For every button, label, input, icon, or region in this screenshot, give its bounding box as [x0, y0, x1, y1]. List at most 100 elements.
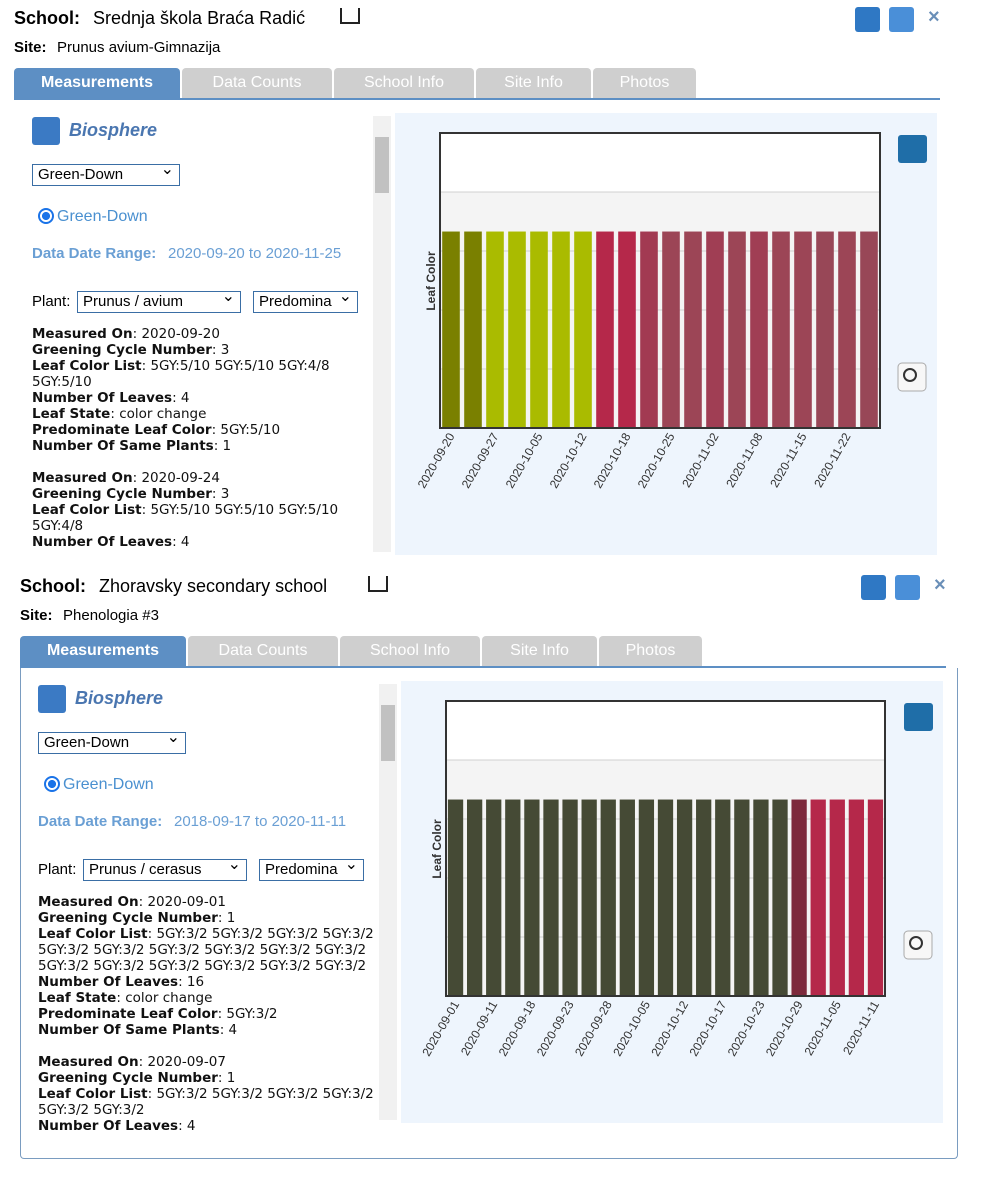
record-field: Greening Cycle Number: 1: [38, 910, 236, 926]
field-value: 1: [226, 1070, 236, 1086]
protocol-select[interactable]: Green-Down: [32, 164, 180, 186]
record-field: Measured On: 2020-09-20: [32, 326, 220, 342]
records-viewport: Measured On: 2020-09-20 Greening Cycle Nu…: [0, 0, 372, 552]
record-field: Number Of Leaves: 4: [38, 1118, 196, 1134]
tab[interactable]: Site Info: [482, 636, 597, 666]
tab-rule: [20, 666, 946, 668]
table-button[interactable]: [904, 703, 933, 731]
link-button[interactable]: [889, 7, 914, 32]
field-label: Leaf Color List: [32, 502, 142, 518]
x-tick-label: 2020-10-17: [687, 998, 730, 1058]
x-tick-label: 2020-10-29: [763, 998, 806, 1058]
plant-select[interactable]: Prunus / cerasus: [83, 859, 247, 881]
tab[interactable]: School Info: [340, 636, 480, 666]
record-field: Leaf Color List: 5GY:3/2 5GY:3/2 5GY:3/2…: [38, 926, 374, 974]
bar: [464, 231, 482, 428]
zoom-glass: [909, 936, 923, 950]
y-axis-label: Leaf Color: [430, 819, 444, 879]
record-field: Measured On: 2020-09-01: [38, 894, 226, 910]
zoom-button[interactable]: [897, 362, 927, 392]
bar: [466, 799, 483, 996]
bar: [447, 799, 464, 996]
field-value: 2020-09-20: [141, 326, 220, 342]
school-panel: School: Zhoravsky secondary school Site: Ph…: [6, 568, 966, 1159]
field-value: 4: [180, 390, 190, 406]
record-field: Greening Cycle Number: 3: [32, 486, 230, 502]
plot-border: [439, 132, 881, 429]
scrollbar[interactable]: [379, 684, 397, 1120]
plant-label: Plant:: [32, 293, 71, 310]
scroll-thumb[interactable]: [375, 137, 389, 193]
x-tick-label: 2020-11-11: [840, 998, 882, 1057]
share-button[interactable]: [861, 575, 886, 600]
x-tick-label: 2020-09-11: [458, 998, 501, 1058]
tab-rule: [14, 98, 940, 100]
date-range: 2020-09-20 to 2020-11-25: [168, 245, 342, 262]
tab[interactable]: Photos: [593, 68, 696, 98]
chart: 2020-09-012020-09-112020-09-182020-09-23…: [401, 681, 943, 1123]
field-value: 5GY:5/10 5GY:5/10 5GY:4/8 5GY:5/10: [32, 358, 330, 390]
bar: [618, 231, 636, 428]
radio[interactable]: [44, 776, 60, 792]
external-link[interactable]: [368, 576, 388, 592]
tab[interactable]: Data Counts: [182, 68, 332, 98]
plot-border: [445, 700, 886, 997]
x-tick-label: 2020-09-18: [496, 998, 539, 1058]
tab[interactable]: Measurements: [14, 68, 180, 98]
protocol-title: Biosphere: [69, 120, 158, 140]
record-field: Leaf State: color change: [32, 406, 207, 422]
share-button[interactable]: [855, 7, 880, 32]
date-range: 2018-09-17 to 2020-11-11: [174, 813, 347, 830]
record-field: Number Of Same Plants: 1: [32, 438, 232, 454]
plant-select[interactable]: Prunus / avium: [77, 291, 241, 313]
radio[interactable]: [38, 208, 54, 224]
bar: [530, 231, 548, 428]
close-button[interactable]: ×: [928, 6, 940, 28]
bar: [486, 231, 504, 428]
close-button[interactable]: ×: [934, 574, 946, 596]
y-axis-label: Leaf Color: [424, 251, 438, 311]
field-value: 2020-09-01: [147, 894, 226, 910]
zoom-button[interactable]: [903, 930, 933, 960]
bar: [696, 799, 712, 996]
field-value: 4: [228, 1022, 238, 1038]
bar: [562, 799, 578, 996]
tab[interactable]: Site Info: [476, 68, 591, 98]
school-name: Zhoravsky secondary school: [99, 576, 328, 596]
tab[interactable]: School Info: [334, 68, 474, 98]
color-select[interactable]: Predomina: [253, 291, 358, 313]
field-label: Leaf State: [38, 990, 117, 1006]
record-field: Measured On: 2020-09-24: [32, 470, 220, 486]
record-field: Number Of Leaves: 16: [38, 974, 205, 990]
x-tick-label: 2020-09-23: [534, 998, 577, 1058]
bar: [867, 799, 884, 996]
bar: [600, 799, 616, 996]
tab[interactable]: Data Counts: [188, 636, 338, 666]
field-label: Number Of Same Plants: [38, 1022, 220, 1038]
tab[interactable]: Measurements: [20, 636, 186, 666]
field-value: color change: [125, 990, 213, 1006]
external-link[interactable]: [340, 8, 360, 24]
link-button[interactable]: [895, 575, 920, 600]
bar: [543, 799, 559, 996]
field-value: 5GY:3/2: [226, 1006, 278, 1022]
bar: [715, 799, 731, 996]
field-label: Predominate Leaf Color: [38, 1006, 218, 1022]
protocol-select[interactable]: Green-Down: [38, 732, 186, 754]
color-select[interactable]: Predomina: [259, 859, 364, 881]
x-tick-label: 2020-10-12: [547, 430, 590, 490]
x-tick-label: 2020-10-05: [610, 998, 653, 1058]
bar: [596, 231, 614, 428]
x-tick-label: 2020-10-18: [591, 430, 634, 490]
field-label: Number Of Leaves: [32, 390, 173, 406]
record-field: Measured On: 2020-09-07: [38, 1054, 226, 1070]
tab[interactable]: Photos: [599, 636, 702, 666]
table-button[interactable]: [898, 135, 927, 163]
field-value: 1: [226, 910, 236, 926]
scroll-thumb[interactable]: [381, 705, 395, 761]
field-label: Predominate Leaf Color: [32, 422, 212, 438]
field-value: 3: [220, 486, 230, 502]
bar: [728, 231, 746, 428]
field-label: Greening Cycle Number: [38, 910, 218, 926]
scrollbar[interactable]: [373, 116, 391, 552]
